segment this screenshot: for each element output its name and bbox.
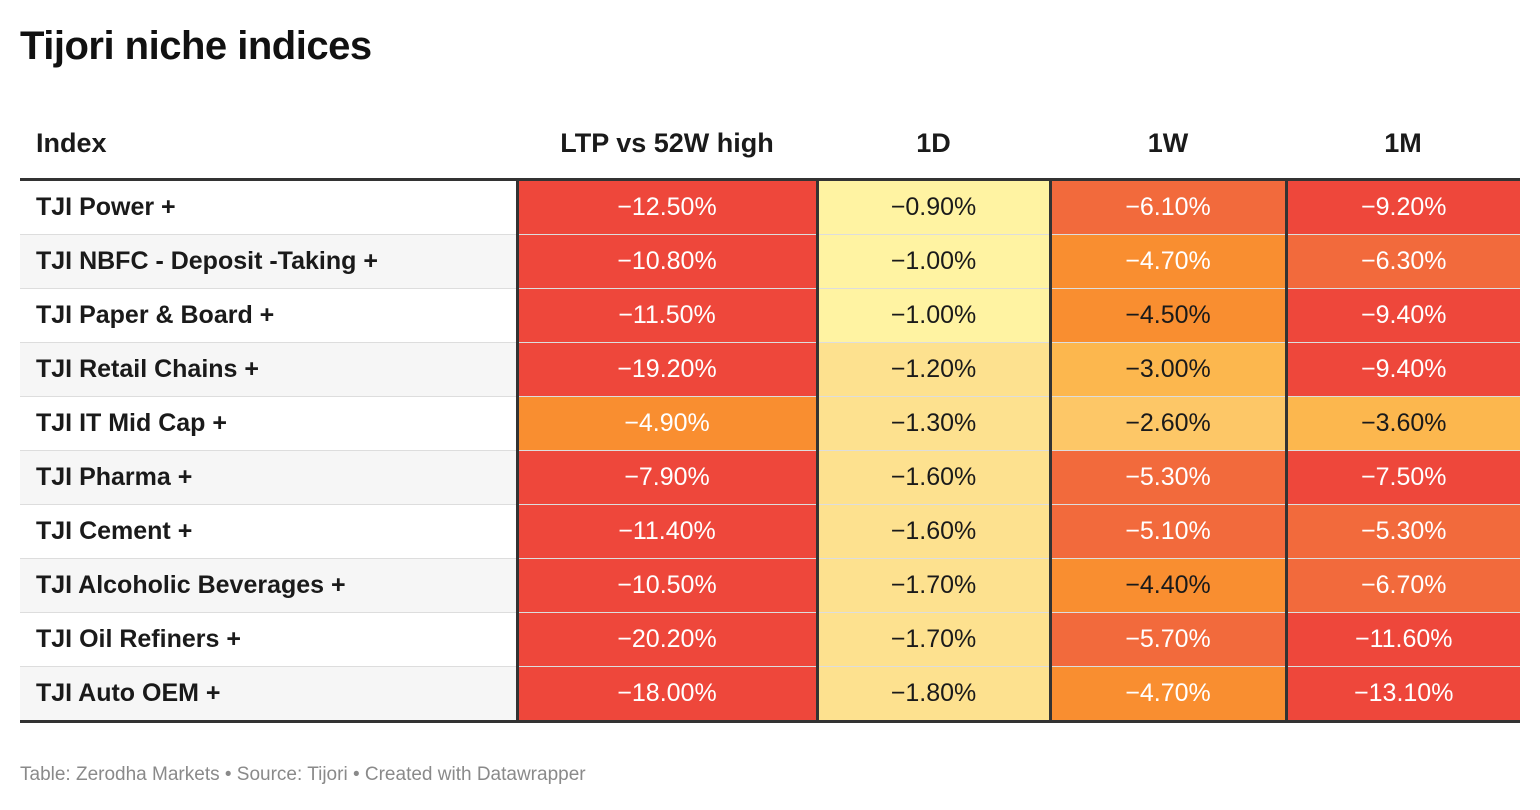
heat-cell-1w: −5.30% — [1048, 450, 1286, 505]
chart-title: Tijori niche indices — [20, 24, 372, 68]
heat-cell-1m: −3.60% — [1284, 396, 1520, 451]
heatmap-table: Index LTP vs 52W high 1D 1W 1M TJI Power… — [20, 108, 1520, 723]
heat-cell-1m: −7.50% — [1284, 450, 1520, 505]
row-label: TJI Pharma + — [20, 450, 517, 505]
heat-cell-1w: −4.50% — [1048, 288, 1286, 343]
heat-cell-1m: −11.60% — [1284, 612, 1520, 667]
row-label: TJI IT Mid Cap + — [20, 396, 517, 451]
heat-cell-1w: −4.70% — [1048, 666, 1286, 723]
heat-cell-1w: −4.70% — [1048, 234, 1286, 289]
heat-cell-ltp-vs-52w-high: −10.80% — [515, 234, 817, 289]
row-label: TJI Power + — [20, 179, 517, 235]
heat-cell-1d: −1.80% — [815, 666, 1050, 723]
heat-cell-ltp-vs-52w-high: −18.00% — [515, 666, 817, 723]
heat-cell-1m: −9.40% — [1284, 342, 1520, 397]
table-row: TJI Auto OEM + −18.00% −1.80% −4.70% −13.10% — [20, 666, 1520, 723]
heat-cell-ltp-vs-52w-high: −19.20% — [515, 342, 817, 397]
column-header-ltp-vs-52w-high[interactable]: LTP vs 52W high — [517, 108, 817, 181]
heat-cell-1w: −5.10% — [1048, 504, 1286, 559]
column-header-1w[interactable]: 1W — [1050, 108, 1286, 181]
heat-cell-ltp-vs-52w-high: −11.40% — [515, 504, 817, 559]
table-row: TJI Oil Refiners + −20.20% −1.70% −5.70% −11… — [20, 612, 1520, 667]
heat-cell-1m: −9.40% — [1284, 288, 1520, 343]
header-row: Index LTP vs 52W high 1D 1W 1M — [20, 108, 1520, 181]
heat-cell-1d: −0.90% — [815, 179, 1050, 235]
table-row: TJI IT Mid Cap + −4.90% −1.30% −2.60% −3.60% — [20, 396, 1520, 451]
heat-cell-1m: −6.70% — [1284, 558, 1520, 613]
row-label: TJI NBFC - Deposit -Taking + — [20, 234, 517, 289]
table-row: TJI Power + −12.50% −0.90% −6.10% −9.20% — [20, 179, 1520, 235]
row-label: TJI Cement + — [20, 504, 517, 559]
row-label: TJI Paper & Board + — [20, 288, 517, 343]
table-row: TJI NBFC - Deposit -Taking + −10.80% −1.00… — [20, 234, 1520, 289]
heat-cell-1w: −5.70% — [1048, 612, 1286, 667]
column-header-1m[interactable]: 1M — [1286, 108, 1520, 181]
row-label: TJI Retail Chains + — [20, 342, 517, 397]
heat-cell-1d: −1.00% — [815, 234, 1050, 289]
heat-cell-1d: −1.70% — [815, 558, 1050, 613]
heat-cell-1w: −3.00% — [1048, 342, 1286, 397]
heat-cell-1m: −6.30% — [1284, 234, 1520, 289]
row-label: TJI Alcoholic Beverages + — [20, 558, 517, 613]
heat-cell-1w: −4.40% — [1048, 558, 1286, 613]
heat-cell-1d: −1.60% — [815, 504, 1050, 559]
row-label: TJI Oil Refiners + — [20, 612, 517, 667]
heat-cell-1d: −1.00% — [815, 288, 1050, 343]
heat-cell-1m: −13.10% — [1284, 666, 1520, 723]
source-footer: Table: Zerodha Markets • Source: Tijori … — [20, 764, 586, 785]
heat-cell-1d: −1.60% — [815, 450, 1050, 505]
column-header-1d[interactable]: 1D — [817, 108, 1050, 181]
heat-cell-ltp-vs-52w-high: −12.50% — [515, 179, 817, 235]
heat-cell-1m: −5.30% — [1284, 504, 1520, 559]
heat-cell-ltp-vs-52w-high: −20.20% — [515, 612, 817, 667]
table-row: TJI Retail Chains + −19.20% −1.20% −3.00% −9… — [20, 342, 1520, 397]
table-row: TJI Alcoholic Beverages + −10.50% −1.70% −4… — [20, 558, 1520, 613]
heat-cell-1w: −6.10% — [1048, 179, 1286, 235]
table-row: TJI Cement + −11.40% −1.60% −5.10% −5.30% — [20, 504, 1520, 559]
heat-cell-1d: −1.70% — [815, 612, 1050, 667]
table-body: TJI Power + −12.50% −0.90% −6.10% −9.20% TJI … — [20, 179, 1520, 723]
heat-cell-ltp-vs-52w-high: −11.50% — [515, 288, 817, 343]
heat-cell-1m: −9.20% — [1284, 179, 1520, 235]
heat-cell-1d: −1.20% — [815, 342, 1050, 397]
heat-cell-ltp-vs-52w-high: −10.50% — [515, 558, 817, 613]
heat-cell-1d: −1.30% — [815, 396, 1050, 451]
heat-cell-ltp-vs-52w-high: −4.90% — [515, 396, 817, 451]
table-row: TJI Paper & Board + −11.50% −1.00% −4.50% −9… — [20, 288, 1520, 343]
heat-cell-1w: −2.60% — [1048, 396, 1286, 451]
heat-cell-ltp-vs-52w-high: −7.90% — [515, 450, 817, 505]
column-header-index[interactable]: Index — [20, 108, 517, 181]
row-label: TJI Auto OEM + — [20, 666, 517, 723]
table-row: TJI Pharma + −7.90% −1.60% −5.30% −7.50% — [20, 450, 1520, 505]
